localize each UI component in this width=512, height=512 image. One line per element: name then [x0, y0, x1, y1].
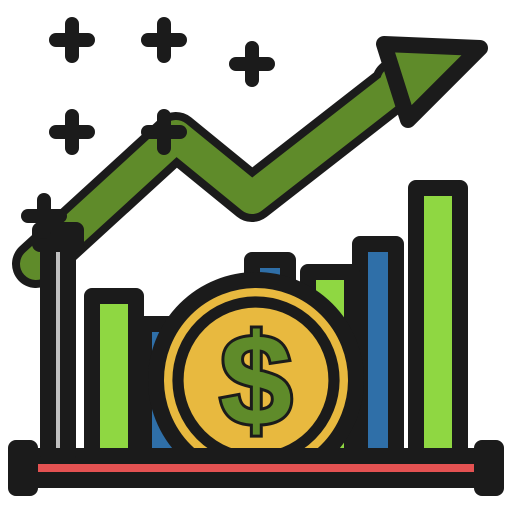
bar-back [360, 244, 396, 456]
arrow-head-icon [384, 44, 480, 120]
dollar-sign-icon: $ [220, 307, 292, 453]
x-axis [16, 456, 496, 480]
bar-front [416, 188, 460, 456]
y-axis [48, 230, 68, 456]
growth-chart-icon: $ [0, 0, 512, 512]
bar-front [92, 296, 136, 456]
